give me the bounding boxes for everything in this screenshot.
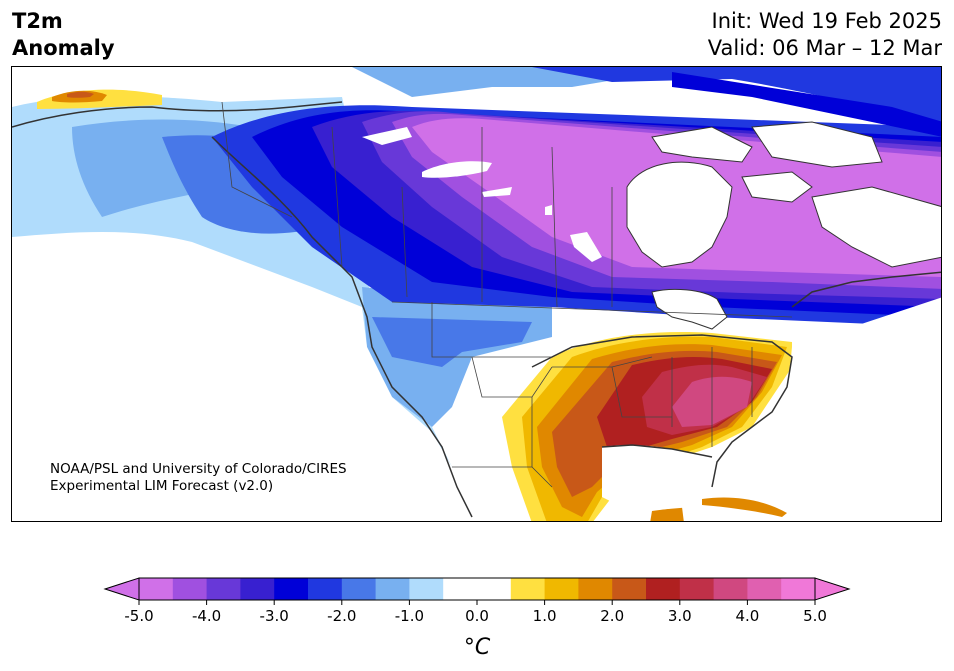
colorbar-min-extend <box>103 577 140 601</box>
colorbar-cell <box>443 578 478 600</box>
colorbar-cell <box>206 578 241 600</box>
title-variable: T2m <box>12 9 63 33</box>
colorbar-cell <box>612 578 647 600</box>
hudson-bay <box>626 161 733 268</box>
credit-line-1: NOAA/PSL and University of Colorado/CIRE… <box>50 461 347 477</box>
colorbar-cell <box>477 578 512 600</box>
colorbar-cell <box>713 578 748 600</box>
colorbar-cell <box>308 578 343 600</box>
colorbar-tick-label: 5.0 <box>803 607 827 625</box>
colorbar-cell <box>510 578 546 600</box>
title-anomaly: Anomaly <box>12 36 115 60</box>
colorbar-cell <box>274 578 309 600</box>
colorbar-tick-label: 2.0 <box>600 607 624 625</box>
colorbar-cell <box>341 578 377 600</box>
colorbar-tick-label: -2.0 <box>327 607 356 625</box>
political-borders <box>221 101 793 467</box>
great-lakes <box>651 288 728 330</box>
colorbar-max-extend <box>814 577 851 601</box>
colorbar-cell <box>679 578 715 600</box>
colorbar-cell <box>409 578 444 600</box>
colorbar-cell <box>375 578 410 600</box>
colorbar-cell <box>781 578 816 600</box>
credit-line-2: Experimental LIM Forecast (v2.0) <box>50 478 274 494</box>
colorbar-cell <box>544 578 579 600</box>
colorbar-tick-label: -1.0 <box>395 607 424 625</box>
colorbar-tick-label: -3.0 <box>260 607 289 625</box>
map-title: T2m Anomaly <box>12 8 115 62</box>
colorbar-tick-label: 0.0 <box>465 607 489 625</box>
init-date: Init: Wed 19 Feb 2025 <box>711 9 942 33</box>
colorbar-cell <box>747 578 782 600</box>
colorbar: -5.0 -4.0 -3.0 -2.0 -1.0 0.0 1.0 2.0 3.0 4.0 5.0 °… <box>0 570 954 670</box>
colorbar-cell <box>240 578 275 600</box>
colorbar-cell <box>139 578 174 600</box>
coastline <box>12 101 941 518</box>
colorbar-tick-label: -4.0 <box>192 607 221 625</box>
anomaly-map: NOAA/PSL and University of Colorado/CIRE… <box>11 66 942 522</box>
colorbar-tick-label: -5.0 <box>124 607 153 625</box>
colorbar-cell <box>646 578 681 600</box>
colorbar-cell <box>578 578 613 600</box>
colorbar-cell <box>172 578 208 600</box>
colorbar-tick-label: 1.0 <box>533 607 557 625</box>
map-credit: NOAA/PSL and University of Colorado/CIRE… <box>50 461 347 495</box>
colorbar-unit: °C <box>464 635 491 660</box>
valid-date: Valid: 06 Mar – 12 Mar <box>707 36 942 60</box>
forecast-dates: Init: Wed 19 Feb 2025 Valid: 06 Mar – 12… <box>708 8 942 62</box>
colorbar-tick-label: 3.0 <box>668 607 692 625</box>
colorbar-tick-label: 4.0 <box>735 607 759 625</box>
